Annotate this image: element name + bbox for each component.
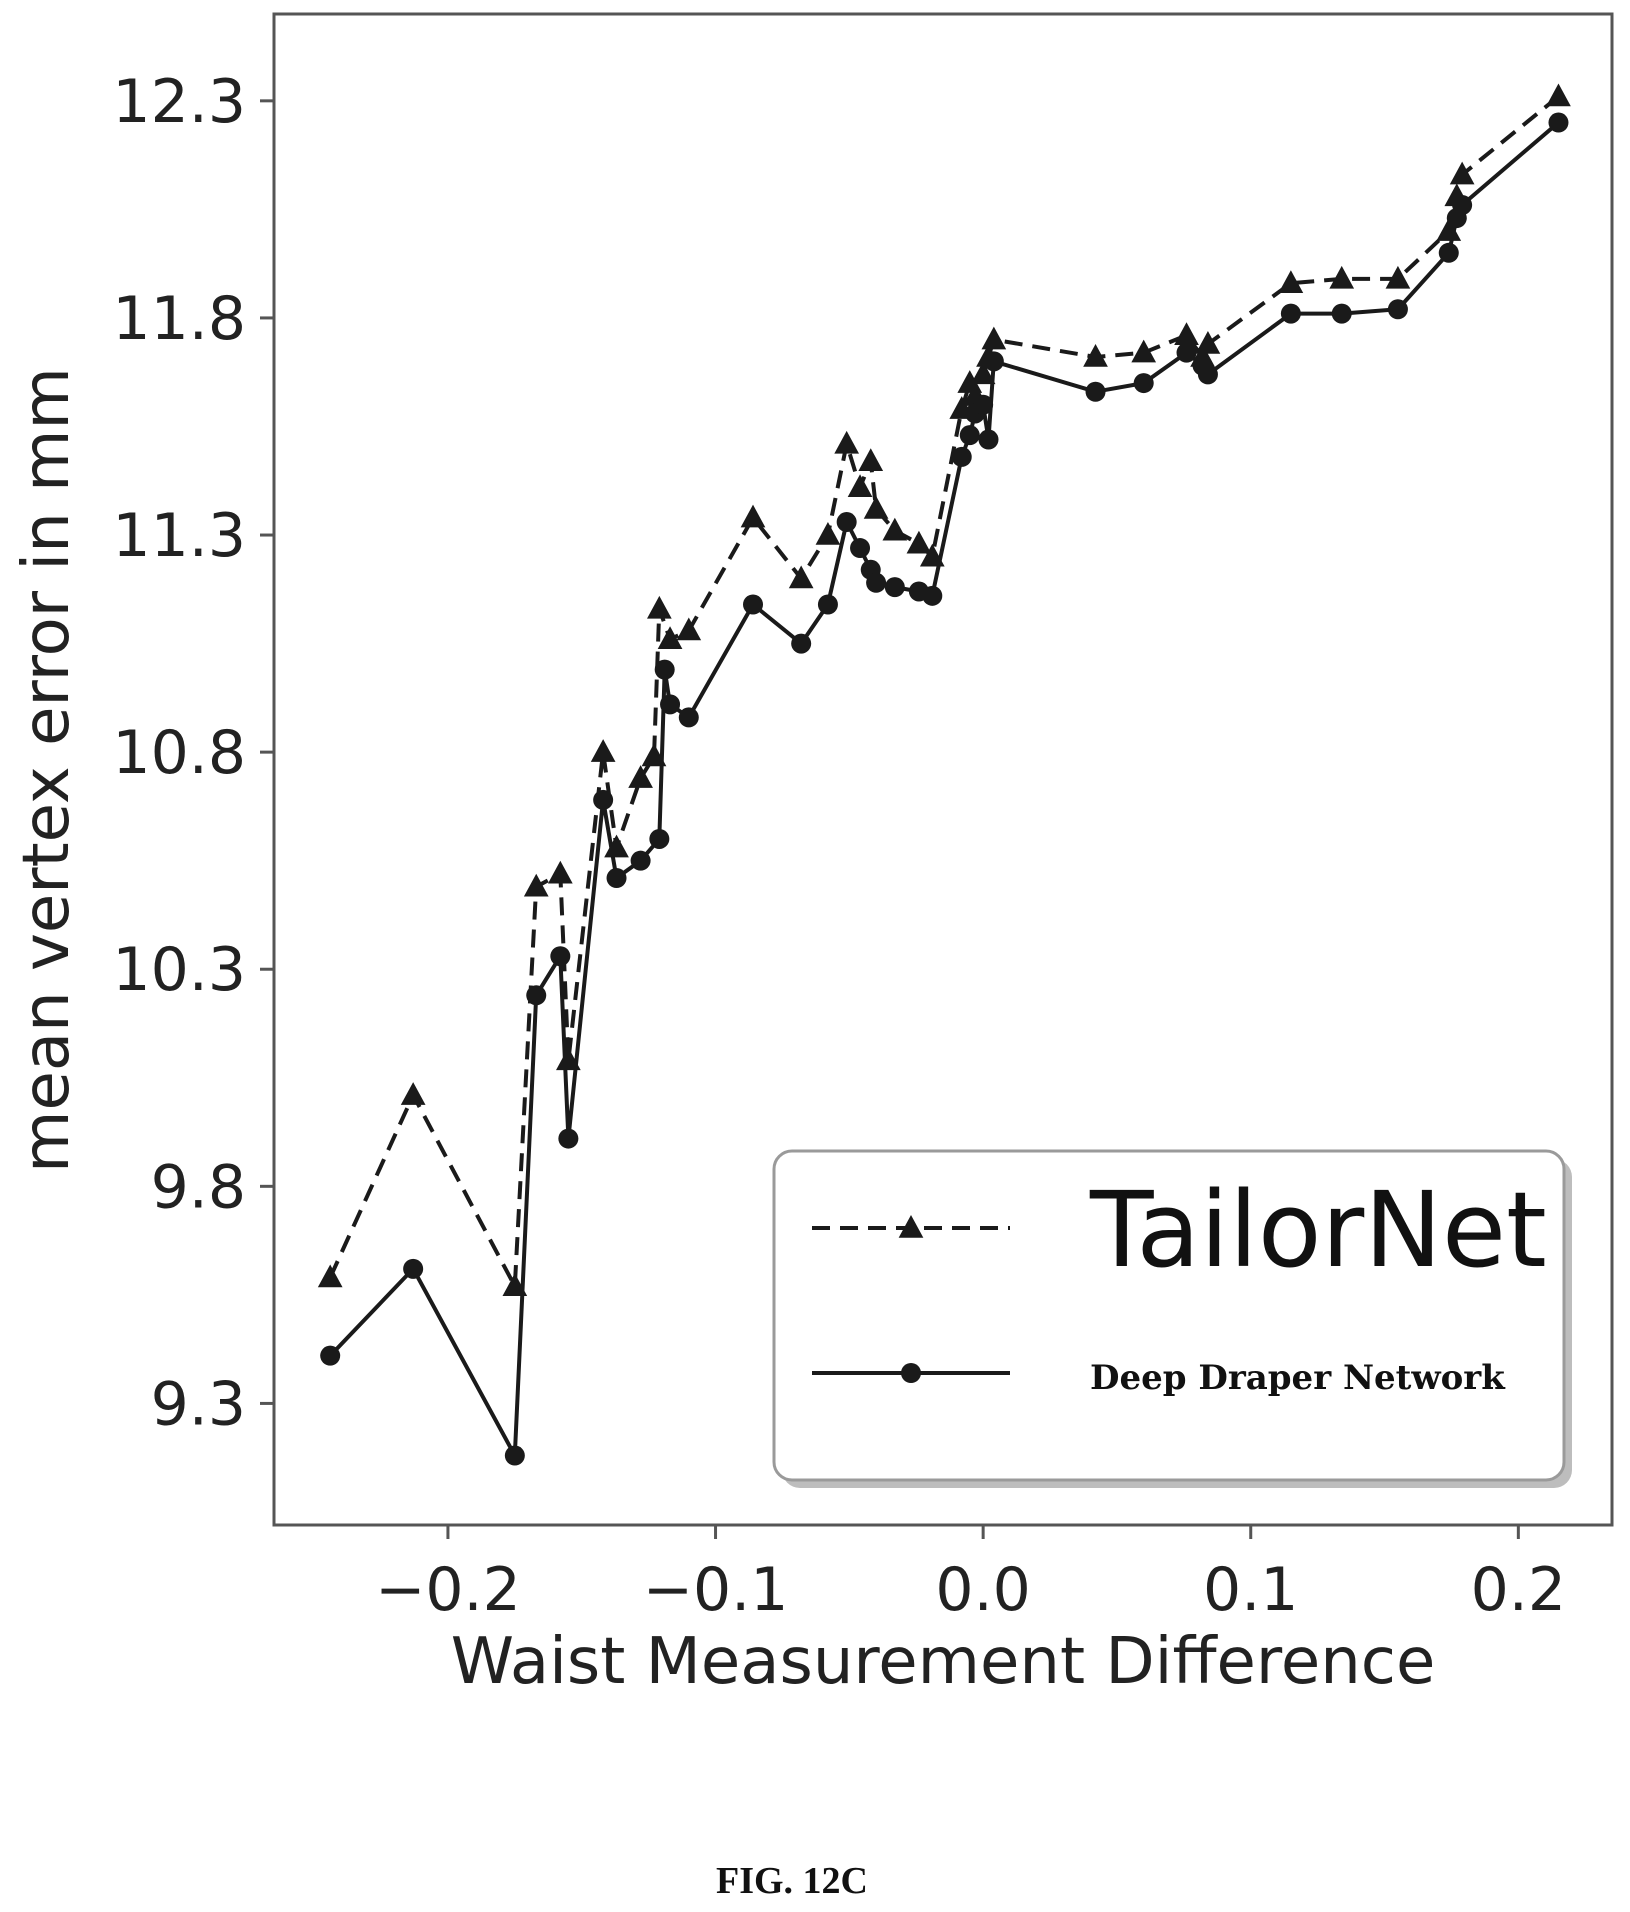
data-point-tailornet <box>981 326 1007 350</box>
data-point-deep-draper <box>922 585 943 606</box>
data-point-deep-draper <box>526 985 547 1006</box>
data-point-deep-draper <box>1331 303 1352 324</box>
data-point-deep-draper <box>1387 299 1408 320</box>
y-tick-label: 11.8 <box>112 284 246 354</box>
data-point-tailornet <box>590 739 616 762</box>
data-point-deep-draper <box>1176 342 1197 363</box>
data-point-tailornet <box>788 565 814 589</box>
data-point-deep-draper <box>983 351 1004 372</box>
legend-marker <box>901 1363 921 1383</box>
data-point-deep-draper <box>866 572 887 593</box>
data-point-deep-draper <box>593 789 614 810</box>
data-point-deep-draper <box>951 446 972 467</box>
data-point-tailornet <box>547 860 573 884</box>
data-point-deep-draper <box>1438 242 1459 263</box>
y-tick-label: 11.3 <box>112 501 246 571</box>
data-point-tailornet <box>1449 161 1475 185</box>
data-point-tailornet <box>676 617 702 641</box>
legend: TailorNet Deep Draper Network <box>772 1149 1572 1488</box>
legend-box <box>772 1149 1566 1482</box>
x-tick-label: −0.1 <box>643 1555 789 1625</box>
x-tick-label: −0.2 <box>375 1555 521 1625</box>
data-point-tailornet <box>1278 270 1304 293</box>
data-point-deep-draper <box>817 594 838 615</box>
x-axis-title: Waist Measurement Difference <box>451 1625 1436 1699</box>
legend-sample-tailornet <box>812 1215 1010 1238</box>
data-point-deep-draper <box>558 1128 579 1149</box>
x-tick-label: 0.1 <box>1203 1555 1298 1625</box>
data-point-deep-draper <box>1197 364 1218 385</box>
x-tick-label: 0.0 <box>935 1555 1030 1625</box>
data-point-deep-draper <box>850 538 871 559</box>
y-tick-label: 10.8 <box>112 718 246 788</box>
y-tick-label: 9.3 <box>151 1369 246 1439</box>
data-point-tailornet <box>1546 83 1571 107</box>
data-point-deep-draper <box>403 1258 424 1279</box>
data-point-deep-draper <box>836 512 857 533</box>
data-point-deep-draper <box>978 429 999 450</box>
data-point-tailornet <box>740 504 766 528</box>
data-point-tailornet <box>400 1082 426 1105</box>
data-point-deep-draper <box>791 633 812 654</box>
data-point-tailornet <box>906 530 932 554</box>
series-layer <box>317 83 1571 1466</box>
data-point-tailornet <box>1195 330 1221 354</box>
legend-sample-deep-draper <box>812 1363 1010 1383</box>
data-point-tailornet <box>1329 265 1355 289</box>
data-point-tailornet <box>970 361 996 385</box>
legend-label-deep-draper: Deep Draper Network <box>1090 1358 1506 1398</box>
data-point-tailornet <box>1083 344 1108 367</box>
data-point-deep-draper <box>550 946 571 967</box>
y-axis-title: mean vertex error in mm <box>10 367 84 1173</box>
series-line-tailornet <box>328 94 1560 1289</box>
data-point-tailornet <box>882 517 908 541</box>
data-point-tailornet <box>1131 339 1157 363</box>
data-point-deep-draper <box>649 828 670 849</box>
y-axis-ticks: 9.3 9.8 10.3 10.8 11.3 11.8 12.3 <box>112 67 274 1439</box>
y-tick-label: 10.3 <box>112 935 246 1005</box>
data-point-deep-draper <box>606 868 627 889</box>
data-point-tailornet <box>657 626 683 649</box>
data-point-tailornet <box>858 448 884 471</box>
x-axis-ticks: −0.2 −0.1 0.0 0.1 0.2 <box>375 1525 1566 1625</box>
data-point-tailornet <box>523 873 549 897</box>
data-point-tailornet <box>646 595 672 619</box>
legend-label-tailornet: TailorNet <box>1089 1169 1547 1291</box>
data-point-deep-draper <box>884 577 905 598</box>
data-point-tailornet <box>815 522 841 545</box>
data-point-deep-draper <box>1548 112 1569 133</box>
data-point-deep-draper <box>973 394 994 415</box>
data-point-deep-draper <box>660 694 681 715</box>
data-point-deep-draper <box>743 594 764 615</box>
figure-caption: FIG. 12C <box>716 1860 868 1902</box>
data-point-deep-draper <box>630 850 651 871</box>
data-point-deep-draper <box>654 659 675 680</box>
data-point-tailornet <box>317 1264 343 1288</box>
data-point-tailornet <box>1385 265 1411 289</box>
x-tick-label: 0.2 <box>1471 1555 1566 1625</box>
data-point-tailornet <box>1436 218 1462 241</box>
data-point-deep-draper <box>504 1445 525 1466</box>
data-point-tailornet <box>1174 322 1199 346</box>
data-point-tailornet <box>847 474 873 498</box>
data-point-deep-draper <box>1085 381 1106 402</box>
data-point-deep-draper <box>320 1345 341 1366</box>
data-point-tailornet <box>834 430 860 454</box>
data-point-deep-draper <box>678 707 699 728</box>
data-point-tailornet <box>628 765 653 788</box>
y-tick-label: 12.3 <box>112 67 246 137</box>
data-point-deep-draper <box>1280 303 1301 324</box>
data-point-deep-draper <box>1133 373 1154 394</box>
y-tick-label: 9.8 <box>151 1152 246 1222</box>
series-deep-draper <box>320 112 1569 1466</box>
data-point-deep-draper <box>1452 195 1473 216</box>
legend-marker <box>898 1215 924 1238</box>
data-point-tailornet <box>863 495 889 519</box>
data-point-deep-draper <box>959 425 980 446</box>
